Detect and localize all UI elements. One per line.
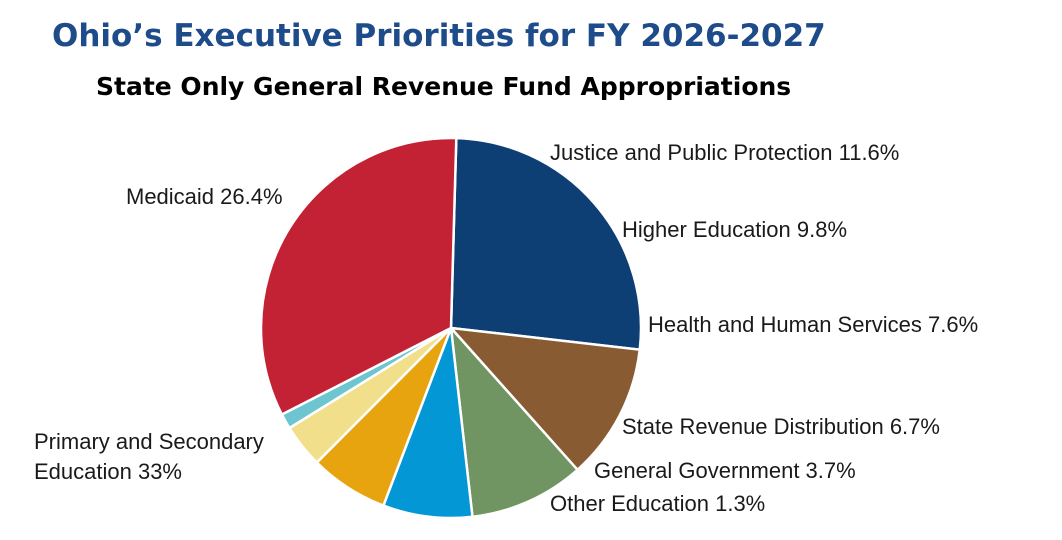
label-primary-secondary: Primary and Secondary Education 33% <box>34 429 270 484</box>
pie-slice-0 <box>449 136 643 351</box>
label-other-education: Other Education 1.3% <box>550 491 765 516</box>
chart-subtitle: State Only General Revenue Fund Appropri… <box>96 72 792 101</box>
label-general-government: General Government 3.7% <box>594 458 856 483</box>
label-state-revenue: State Revenue Distribution 6.7% <box>622 414 940 439</box>
chart-title: Ohio’s Executive Priorities for FY 2026-… <box>52 18 826 54</box>
label-higher-education: Higher Education 9.8% <box>622 217 847 242</box>
pie-slice-1 <box>449 326 642 472</box>
label-medicaid: Medicaid 26.4% <box>126 184 283 209</box>
label-health-human-services: Health and Human Services 7.6% <box>648 312 978 337</box>
pie-slice-2 <box>449 326 579 519</box>
pie-slice-7 <box>259 136 458 416</box>
label-justice: Justice and Public Protection 11.6% <box>550 140 899 165</box>
